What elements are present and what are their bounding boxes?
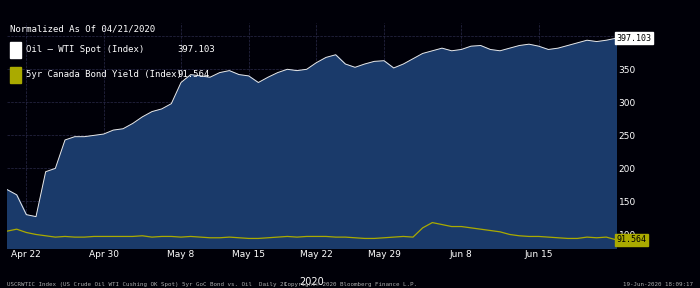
- Text: Normalized As Of 04/21/2020: Normalized As Of 04/21/2020: [10, 24, 155, 33]
- Bar: [10, 67, 21, 83]
- Text: 5yr Canada Bond Yield (Index): 5yr Canada Bond Yield (Index): [26, 70, 182, 79]
- Bar: [10, 42, 21, 58]
- Text: Oil – WTI Spot (Index): Oil – WTI Spot (Index): [26, 46, 144, 54]
- Text: 2020: 2020: [299, 277, 324, 287]
- Text: 397.103: 397.103: [617, 34, 652, 43]
- Text: 19-Jun-2020 18:09:17: 19-Jun-2020 18:09:17: [623, 282, 693, 287]
- Text: 397.103: 397.103: [178, 46, 215, 54]
- Text: 91.564: 91.564: [178, 70, 210, 79]
- Text: Copyright© 2020 Bloomberg Finance L.P.: Copyright© 2020 Bloomberg Finance L.P.: [284, 282, 416, 287]
- Text: USCRWTIC Index (US Crude Oil WTI Cushing OK Spot) 5yr GoC Bond vs. Oil  Daily 21: USCRWTIC Index (US Crude Oil WTI Cushing…: [7, 282, 287, 287]
- Text: 91.564: 91.564: [617, 235, 647, 244]
